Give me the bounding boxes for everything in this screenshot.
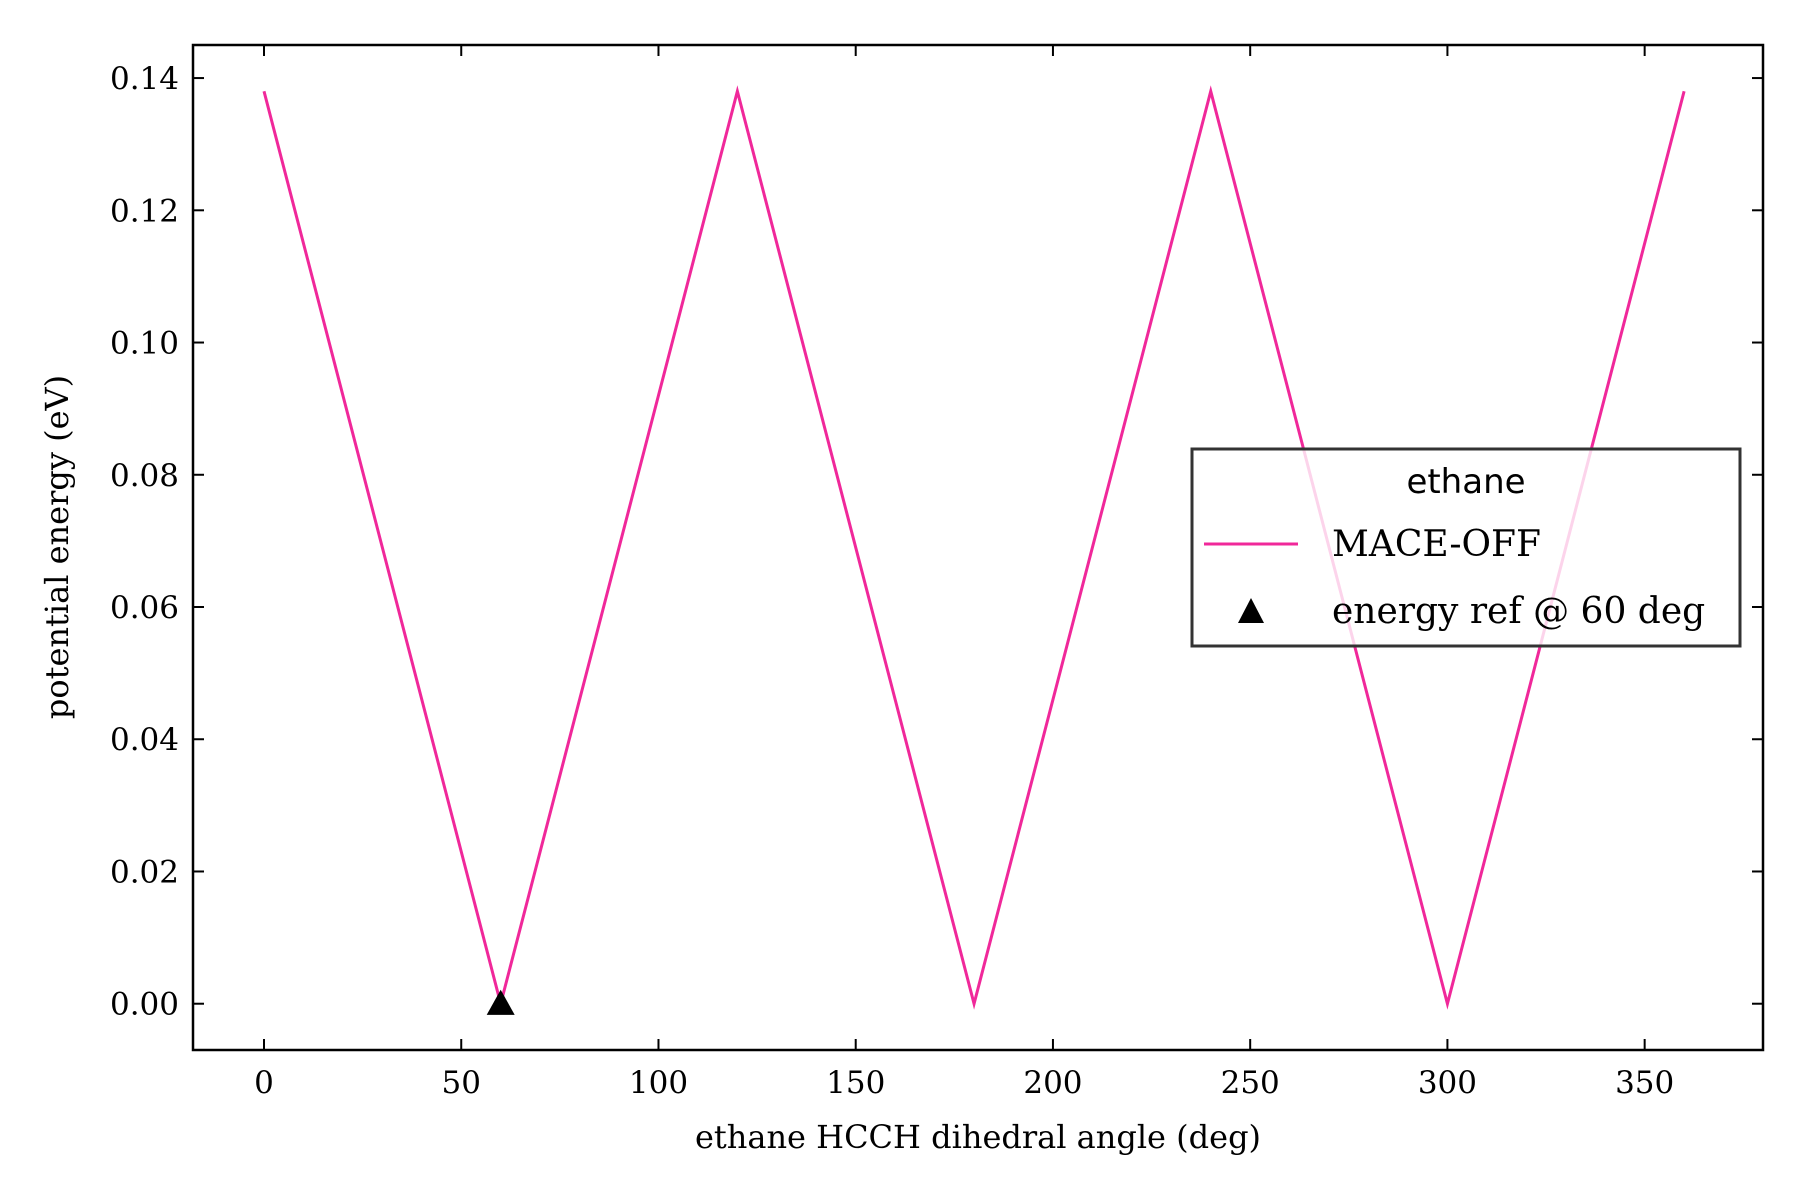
y-tick-label: 0.12 [110,193,179,229]
y-tick-label: 0.08 [110,458,179,494]
legend-title: ethane [1406,462,1525,502]
y-tick-label: 0.06 [110,590,179,626]
y-tick-label: 0.04 [110,722,179,758]
legend: ethane MACE-OFF energy ref @ 60 deg [1190,447,1742,648]
legend-entry-mace-off: MACE-OFF [1332,524,1541,565]
x-axis-ticks: 0 50 100 150 200 250 300 350 [254,45,1674,1101]
x-tick-label: 350 [1615,1065,1674,1101]
legend-box [1190,447,1742,648]
legend-entry-energy-ref: energy ref @ 60 deg [1332,591,1705,632]
y-axis-label: potential energy (eV) [38,375,76,719]
y-tick-label: 0.00 [110,987,179,1023]
series-layer [262,85,1686,1015]
x-tick-label: 250 [1221,1065,1280,1101]
x-axis-label: ethane HCCH dihedral angle (deg) [695,1118,1261,1156]
y-tick-label: 0.02 [110,854,179,890]
plot-area-frame [191,43,1765,1052]
energy-ref-point [486,989,515,1015]
x-tick-label: 100 [629,1065,688,1101]
y-tick-label: 0.14 [110,61,179,97]
legend-triangle-marker [1238,598,1264,623]
x-tick-label: 300 [1418,1065,1477,1101]
y-axis-ticks: 0.00 0.02 0.04 0.06 0.08 0.10 0.12 0.14 [110,61,1763,1023]
x-tick-label: 150 [826,1065,885,1101]
x-tick-label: 50 [442,1065,481,1101]
x-tick-label: 200 [1023,1065,1082,1101]
x-tick-label: 0 [254,1065,274,1101]
y-tick-label: 0.10 [110,326,179,362]
